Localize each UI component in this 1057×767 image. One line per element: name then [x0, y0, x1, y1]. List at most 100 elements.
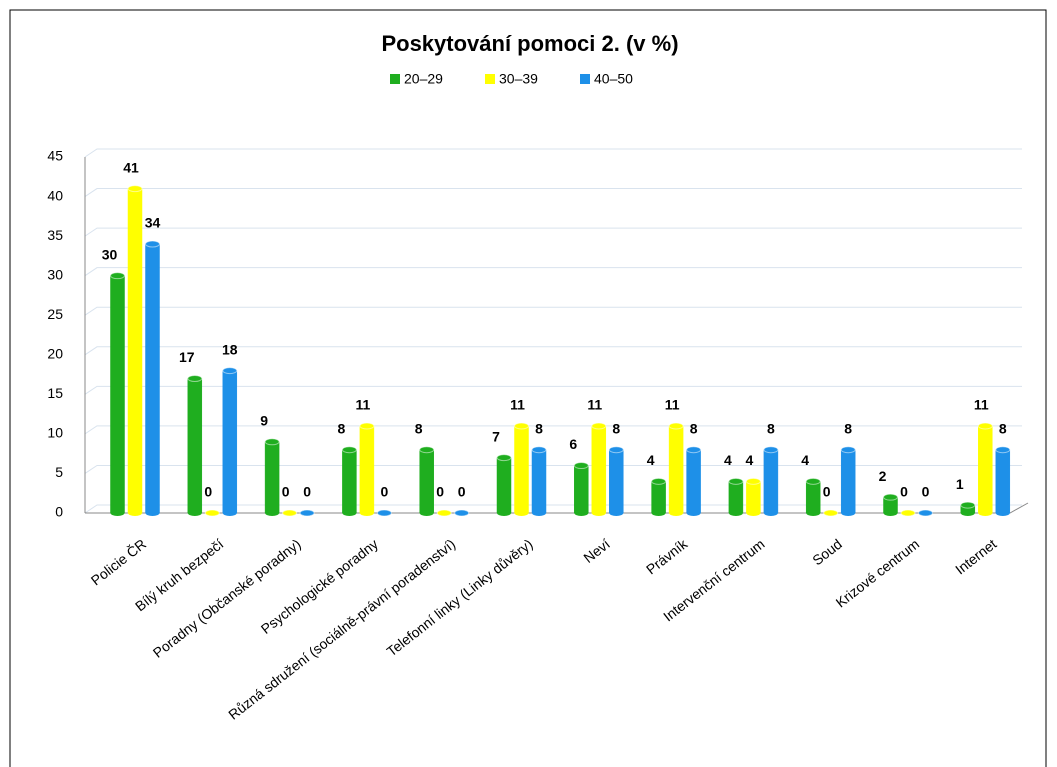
bar-base — [883, 510, 898, 516]
bar-base — [265, 510, 280, 516]
bar-top — [222, 367, 238, 375]
bar-top — [282, 509, 298, 517]
bar-top — [299, 509, 315, 517]
data-label: 34 — [145, 215, 161, 231]
bar-top — [376, 509, 392, 517]
bar-base — [746, 510, 761, 516]
bar — [187, 378, 203, 514]
bar-top — [531, 446, 547, 454]
bar — [145, 243, 160, 514]
bar-base — [651, 510, 666, 516]
bar-top — [436, 509, 452, 517]
bar-base — [591, 510, 606, 516]
data-label: 41 — [123, 159, 139, 175]
bar-top — [918, 509, 933, 517]
data-label: 8 — [338, 420, 346, 436]
bar-top — [763, 446, 779, 454]
bar-top — [496, 454, 512, 462]
bar-top — [264, 438, 280, 446]
bar-top — [127, 185, 143, 193]
bar-top — [187, 375, 203, 383]
bar-base — [686, 510, 701, 516]
bar — [728, 481, 744, 514]
data-label: 0 — [381, 484, 389, 500]
bar-top — [359, 422, 375, 430]
data-label: 8 — [690, 420, 698, 436]
data-label: 0 — [282, 484, 290, 500]
y-tick-label: 45 — [47, 148, 63, 164]
data-label: 0 — [458, 484, 466, 500]
y-tick-label: 15 — [47, 385, 63, 401]
bar-base — [187, 510, 202, 516]
data-label: 11 — [587, 397, 602, 413]
data-label: 11 — [665, 397, 680, 413]
data-label: 6 — [569, 436, 577, 452]
bar — [978, 425, 993, 514]
bar — [110, 275, 125, 514]
y-tick-label: 5 — [55, 464, 63, 480]
data-label: 0 — [204, 484, 212, 500]
bar-base — [419, 510, 434, 516]
bar — [763, 449, 779, 514]
data-label: 2 — [879, 468, 887, 484]
bar-base — [514, 510, 529, 516]
bar — [686, 449, 701, 514]
data-label: 8 — [767, 420, 775, 436]
data-label: 7 — [492, 428, 500, 444]
bar-top — [668, 422, 684, 430]
bar-top — [204, 509, 220, 517]
legend-swatch — [580, 74, 590, 84]
data-label: 9 — [260, 413, 268, 429]
bar-top — [883, 493, 898, 501]
data-label: 8 — [535, 420, 543, 436]
y-tick-label: 40 — [47, 187, 63, 203]
bar — [805, 481, 821, 514]
bar-base — [145, 510, 160, 516]
y-tick-label: 25 — [47, 306, 63, 322]
chart-border — [9, 9, 1047, 767]
bar-top — [995, 446, 1011, 454]
data-label: 0 — [900, 484, 908, 500]
bar-base — [728, 510, 743, 516]
grid-line — [84, 188, 1022, 197]
bar-top — [900, 509, 916, 517]
bar — [514, 425, 529, 514]
data-label: 4 — [724, 452, 732, 468]
y-tick-label: 20 — [47, 345, 63, 361]
bar — [995, 449, 1011, 514]
y-tick-label: 0 — [55, 504, 63, 520]
data-label: 4 — [647, 452, 655, 468]
bar-top — [454, 509, 470, 517]
grid-line — [84, 148, 1022, 158]
data-label: 18 — [222, 341, 238, 357]
legend-swatch — [390, 74, 400, 84]
bar-top — [608, 446, 624, 454]
data-label: 4 — [801, 452, 809, 468]
data-label: 0 — [922, 484, 930, 500]
bar-base — [532, 510, 546, 516]
y-tick-label: 35 — [47, 227, 63, 243]
bar-top — [840, 446, 856, 454]
bar-top — [591, 422, 607, 430]
bar — [531, 449, 547, 514]
bar — [591, 425, 607, 514]
bar-base — [359, 510, 374, 516]
bar-base — [669, 510, 684, 516]
bar-base — [110, 510, 125, 516]
bar-top — [341, 446, 357, 454]
bar-top — [745, 477, 761, 485]
bar-base — [609, 510, 624, 516]
legend-swatch — [485, 74, 495, 84]
grid-line — [84, 504, 1022, 514]
data-label: 11 — [355, 397, 370, 413]
bar — [668, 425, 684, 514]
data-label: 1 — [956, 476, 964, 492]
bar — [840, 449, 856, 514]
bar-top — [145, 240, 160, 248]
bar — [419, 449, 434, 514]
data-label: 8 — [612, 420, 620, 436]
data-label: 8 — [415, 420, 423, 436]
data-label: 4 — [746, 452, 754, 468]
grid-line — [84, 227, 1022, 237]
